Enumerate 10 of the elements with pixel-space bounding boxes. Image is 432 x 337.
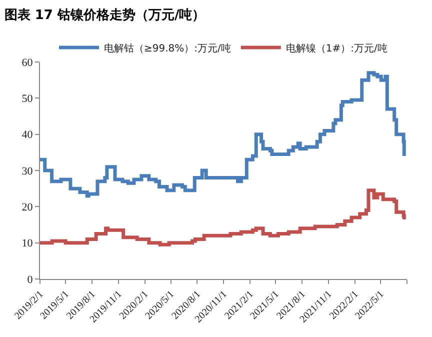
chart-title: 图表 17 钴镍价格走势（万元/吨）	[4, 7, 206, 24]
y-tick-label: 20	[22, 202, 34, 214]
y-tick-label: 40	[22, 129, 34, 142]
y-tick-label: 0	[27, 274, 34, 286]
y-tick-label: 30	[22, 165, 34, 178]
y-tick-label: 10	[22, 238, 34, 250]
legend-label: 电解镍（1#）:万元/吨	[286, 42, 388, 54]
y-tick-label: 50	[22, 93, 34, 106]
legend-label: 电解钴（≥99.8%）:万元/吨	[104, 42, 231, 54]
y-tick-label: 60	[22, 56, 34, 69]
